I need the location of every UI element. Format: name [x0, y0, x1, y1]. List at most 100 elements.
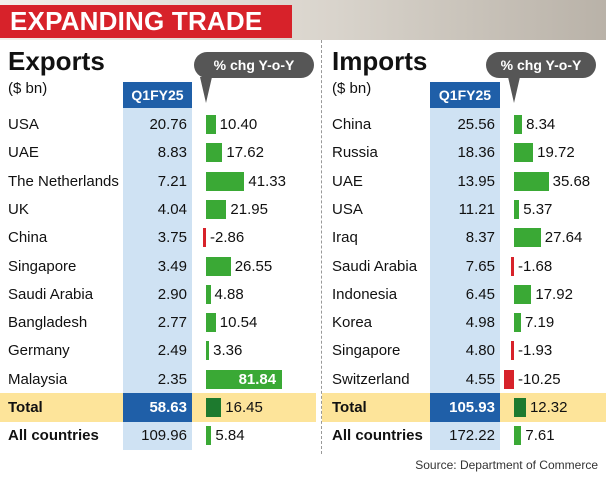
imports-pct-header: % chg Y-o-Y [486, 52, 596, 78]
country-name: All countries [332, 427, 423, 445]
imports-table-row: Switzerland 4.55 -10.25 [322, 365, 606, 394]
pct-change-bar [514, 228, 541, 248]
pct-change-bar [514, 143, 534, 163]
imports-table-row: China 25.56 8.34 [322, 110, 606, 139]
pct-change-label: 3.36 [213, 342, 243, 360]
imports-table-row: Iraq 8.37 27.64 [322, 223, 606, 252]
pct-change-bar [514, 115, 523, 134]
imports-unit-label: ($ bn) [332, 80, 372, 97]
imports-table-row: USA 11.21 5.37 [322, 195, 606, 224]
value-cell: 4.04 [157, 200, 187, 218]
pct-change-label: 10.40 [219, 116, 258, 133]
pct-change-label: 10.54 [219, 314, 258, 332]
pct-change-label: -10.25 [518, 370, 561, 388]
pct-change-bar [511, 256, 514, 276]
imports-table-row: Singapore 4.80 -1.93 [322, 336, 606, 365]
pct-change-label: -1.68 [518, 257, 553, 275]
pct-change-bar [206, 369, 283, 389]
pct-change-bar [203, 228, 206, 248]
pct-change-label: 21.95 [230, 200, 268, 218]
pct-change-label: 26.55 [234, 257, 273, 275]
pct-change-bar [206, 256, 231, 276]
pct-change-label: 16.45 [225, 399, 263, 416]
imports-value-header: Q1FY25 [430, 82, 500, 108]
pct-change-bar [206, 115, 216, 134]
exports-panel: Exports ($ bn) Q1FY25% chg Y-o-Y USA 20.76 10… [0, 40, 321, 454]
value-cell: 11.21 [458, 200, 495, 218]
country-name: Saudi Arabia [8, 285, 94, 303]
imports-table-row: Korea 4.98 7.19 [322, 308, 606, 337]
value-cell: 3.49 [157, 257, 187, 275]
banner-title: EXPANDING TRADE [0, 5, 292, 38]
exports-table-row: Bangladesh 2.77 10.54 [0, 308, 316, 337]
exports-title: Exports [8, 46, 105, 76]
country-name: Indonesia [332, 285, 398, 303]
country-name: Bangladesh [8, 314, 88, 332]
pct-change-bar [514, 284, 532, 304]
exports-table-row: Saudi Arabia 2.90 4.88 [0, 280, 316, 309]
exports-table-row: Malaysia 2.35 81.84 [0, 365, 316, 394]
country-name: China [332, 116, 372, 133]
pct-change-label: 17.92 [535, 285, 573, 303]
exports-table-row: Germany 2.49 3.36 [0, 336, 316, 365]
country-name: UAE [8, 144, 39, 162]
pct-change-bar [206, 171, 245, 191]
country-name: Saudi Arabia [332, 257, 418, 275]
exports-pct-header: % chg Y-o-Y [194, 52, 314, 78]
value-cell: 4.55 [465, 370, 495, 388]
imports-title: Imports [332, 46, 428, 76]
value-cell: 2.49 [157, 342, 187, 360]
pct-change-bar [206, 398, 222, 417]
value-cell: 2.77 [157, 314, 187, 332]
country-name: Malaysia [8, 370, 68, 388]
pct-change-label: 35.68 [552, 172, 591, 190]
imports-pct-header-pointer [508, 77, 520, 103]
value-cell: 2.90 [157, 285, 187, 303]
value-cell: 6.45 [465, 285, 495, 303]
value-cell: 20.76 [149, 116, 187, 133]
pct-change-label: 41.33 [248, 172, 286, 190]
pct-change-bar [206, 284, 211, 304]
imports-table-row: Russia 18.36 19.72 [322, 138, 606, 167]
value-cell: 2.35 [157, 370, 187, 388]
pct-change-label: 7.61 [525, 427, 555, 445]
pct-change-label: 12.32 [529, 399, 568, 416]
country-name: UAE [332, 172, 363, 190]
exports-value-column-bg [123, 82, 192, 450]
pct-change-bar [206, 426, 212, 446]
source-note: Source: Department of Commerce [415, 458, 598, 472]
exports-table-row: USA 20.76 10.40 [0, 110, 316, 139]
pct-change-bar [206, 313, 216, 333]
pct-change-label: 19.72 [537, 144, 575, 162]
pct-change-label: 5.37 [523, 200, 553, 218]
country-name: All countries [8, 427, 99, 445]
country-name: Singapore [8, 257, 77, 275]
value-cell: 18.36 [457, 144, 495, 162]
value-cell: 8.37 [465, 229, 495, 247]
country-name: USA [332, 200, 363, 218]
country-name: UK [8, 200, 29, 218]
pct-change-bar [511, 341, 514, 361]
imports-value-column-bg [430, 82, 500, 450]
exports-unit-label: ($ bn) [8, 80, 48, 97]
pct-change-bar [514, 313, 521, 333]
exports-all-countries-row: All countries 109.96 5.84 [0, 421, 316, 450]
pct-change-bar [514, 199, 520, 219]
pct-change-label: 8.34 [526, 116, 556, 133]
imports-total-row: Total 105.93 12.32 [322, 393, 606, 422]
value-cell: 7.65 [465, 257, 495, 275]
country-name: The Netherlands [8, 172, 119, 190]
pct-change-label: 4.88 [214, 285, 244, 303]
value-cell: 58.63 [123, 393, 192, 422]
imports-panel: Imports ($ bn) Q1FY25 % chg Y-o-Y China 25.56… [322, 40, 606, 454]
value-cell: 105.93 [430, 393, 500, 422]
country-name: USA [8, 116, 39, 133]
country-name: Total [8, 399, 43, 416]
country-name: Korea [332, 314, 373, 332]
pct-change-bar [514, 398, 526, 417]
pct-change-label: 17.62 [226, 144, 264, 162]
value-cell: 4.80 [465, 342, 495, 360]
value-cell: 109.96 [141, 427, 187, 445]
exports-table-row: China 3.75 -2.86 [0, 223, 316, 252]
imports-table-row: UAE 13.95 35.68 [322, 167, 606, 196]
